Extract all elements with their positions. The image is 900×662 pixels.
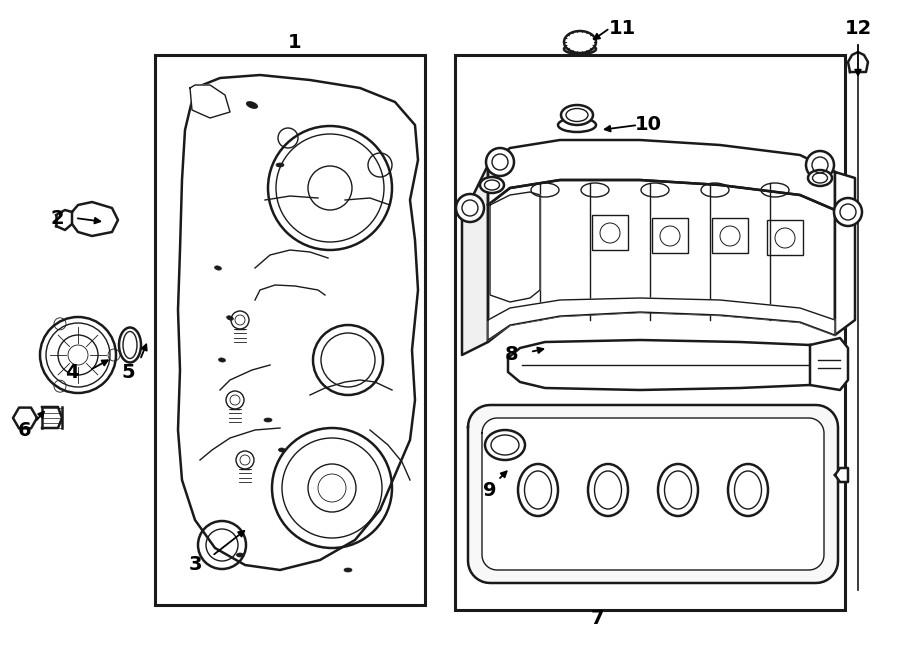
Circle shape — [834, 198, 862, 226]
Ellipse shape — [247, 101, 257, 109]
Bar — [712, 218, 748, 253]
Circle shape — [486, 148, 514, 176]
Text: 7: 7 — [591, 608, 605, 628]
Polygon shape — [810, 338, 848, 390]
Polygon shape — [13, 408, 37, 428]
Text: 4: 4 — [65, 363, 79, 381]
Bar — [455, 55, 845, 610]
Polygon shape — [482, 418, 824, 570]
Polygon shape — [488, 140, 835, 210]
Polygon shape — [468, 405, 838, 583]
Polygon shape — [490, 192, 540, 302]
Polygon shape — [56, 210, 72, 230]
Text: 2: 2 — [50, 209, 64, 228]
Circle shape — [456, 194, 484, 222]
Text: 9: 9 — [483, 481, 497, 500]
Text: 11: 11 — [608, 19, 635, 38]
Ellipse shape — [558, 118, 596, 132]
Text: 10: 10 — [634, 115, 662, 134]
Polygon shape — [178, 75, 418, 570]
Text: 1: 1 — [288, 32, 302, 52]
Ellipse shape — [264, 418, 272, 422]
Ellipse shape — [276, 163, 284, 167]
Text: 6: 6 — [18, 420, 32, 440]
Polygon shape — [72, 202, 118, 236]
Polygon shape — [835, 172, 855, 220]
Polygon shape — [462, 165, 488, 355]
Bar — [592, 215, 628, 250]
Text: 5: 5 — [122, 363, 135, 381]
Ellipse shape — [561, 105, 593, 125]
Polygon shape — [488, 298, 835, 340]
Polygon shape — [835, 210, 855, 335]
Text: 8: 8 — [505, 346, 518, 365]
Polygon shape — [848, 52, 868, 72]
Ellipse shape — [227, 316, 233, 320]
Polygon shape — [488, 180, 835, 342]
Bar — [155, 55, 425, 605]
Polygon shape — [835, 468, 848, 482]
Circle shape — [40, 317, 116, 393]
Text: 12: 12 — [844, 19, 871, 38]
Ellipse shape — [219, 358, 226, 362]
Ellipse shape — [344, 568, 352, 572]
Ellipse shape — [564, 44, 596, 54]
Ellipse shape — [480, 177, 504, 193]
Bar — [767, 220, 803, 255]
Text: 3: 3 — [188, 555, 202, 573]
Ellipse shape — [278, 448, 285, 452]
Polygon shape — [190, 85, 230, 118]
Ellipse shape — [564, 31, 596, 53]
Polygon shape — [508, 340, 838, 390]
Ellipse shape — [237, 553, 244, 557]
Bar — [652, 218, 688, 253]
Circle shape — [806, 151, 834, 179]
Ellipse shape — [808, 170, 832, 186]
Ellipse shape — [214, 266, 221, 270]
